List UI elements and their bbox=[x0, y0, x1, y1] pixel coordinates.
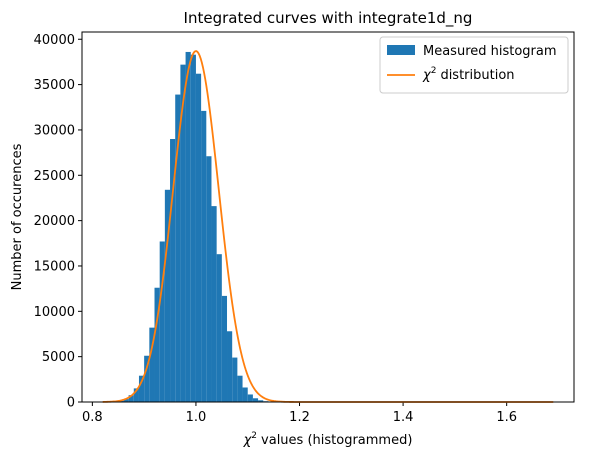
histogram-bar bbox=[133, 388, 139, 402]
histogram-bar bbox=[123, 399, 129, 402]
histogram-bar bbox=[175, 94, 181, 402]
legend-curve-text: distribution bbox=[440, 68, 514, 83]
histogram-bar bbox=[154, 287, 160, 402]
histogram-bar bbox=[216, 254, 222, 402]
histogram-bars bbox=[107, 51, 295, 402]
x-tick-label: 1.6 bbox=[496, 410, 517, 425]
x-axis-label-superscript: 2 bbox=[251, 431, 257, 441]
histogram-bar bbox=[144, 355, 150, 402]
histogram-bar bbox=[185, 51, 191, 402]
chart-title: Integrated curves with integrate1d_ng bbox=[184, 9, 473, 28]
histogram-bar bbox=[201, 110, 207, 402]
legend-box bbox=[379, 36, 569, 94]
histogram-bar bbox=[258, 400, 264, 402]
legend-histogram-label: Measured histogram bbox=[423, 44, 557, 59]
x-axis-label-symbol: χ bbox=[243, 433, 253, 448]
y-tick-label: 15000 bbox=[34, 259, 75, 274]
legend-curve-label: χ2 distribution bbox=[422, 66, 515, 83]
x-tick-label: 1.4 bbox=[393, 410, 414, 425]
plot-frame bbox=[81, 31, 575, 403]
histogram-bar bbox=[232, 357, 238, 402]
histogram-bar bbox=[138, 375, 145, 402]
histogram-bar bbox=[237, 375, 243, 402]
histogram-bar bbox=[170, 139, 176, 402]
histogram-bar bbox=[164, 189, 171, 402]
histogram-bar bbox=[159, 241, 165, 402]
histogram-bar bbox=[227, 331, 233, 402]
x-axis-label: χ2 values (histogrammed) bbox=[243, 431, 413, 448]
histogram-bar bbox=[206, 156, 212, 402]
legend: Measured histogram χ2 distribution bbox=[379, 36, 569, 94]
legend-curve-symbol: χ bbox=[422, 68, 432, 83]
x-tick-label: 1.2 bbox=[289, 410, 310, 425]
x-axis: 0.8 1.0 1.2 1.4 1.6 bbox=[82, 402, 517, 425]
histogram-bar bbox=[180, 64, 186, 402]
histogram-bar bbox=[149, 327, 155, 402]
y-axis-label: Number of occurences bbox=[10, 143, 25, 290]
y-tick-label: 25000 bbox=[34, 169, 75, 184]
x-tick-label: 1.0 bbox=[186, 410, 207, 425]
histogram-bar bbox=[128, 395, 134, 402]
y-tick-label: 20000 bbox=[34, 214, 75, 229]
y-tick-label: 5000 bbox=[42, 350, 75, 365]
histogram-bar bbox=[252, 398, 259, 402]
histogram-bar bbox=[242, 387, 248, 402]
legend-curve-superscript: 2 bbox=[431, 66, 437, 76]
y-tick-label: 10000 bbox=[34, 305, 75, 320]
histogram-bar bbox=[247, 394, 253, 402]
histogram-bar bbox=[195, 73, 202, 402]
y-tick-label: 0 bbox=[67, 396, 75, 411]
y-tick-label: 30000 bbox=[34, 123, 75, 138]
histogram-bar bbox=[221, 295, 228, 402]
legend-histogram-swatch bbox=[387, 45, 415, 55]
histogram-bar bbox=[118, 400, 124, 402]
histogram-bar bbox=[190, 54, 196, 402]
y-tick-label: 40000 bbox=[34, 33, 75, 48]
x-tick-label: 0.8 bbox=[82, 410, 103, 425]
y-tick-label: 35000 bbox=[34, 78, 75, 93]
y-axis: 0 5000 10000 15000 20000 25000 30000 35000 40000 bbox=[34, 33, 82, 411]
histogram-bar bbox=[211, 206, 217, 402]
x-axis-label-text: values (histogrammed) bbox=[261, 433, 412, 448]
